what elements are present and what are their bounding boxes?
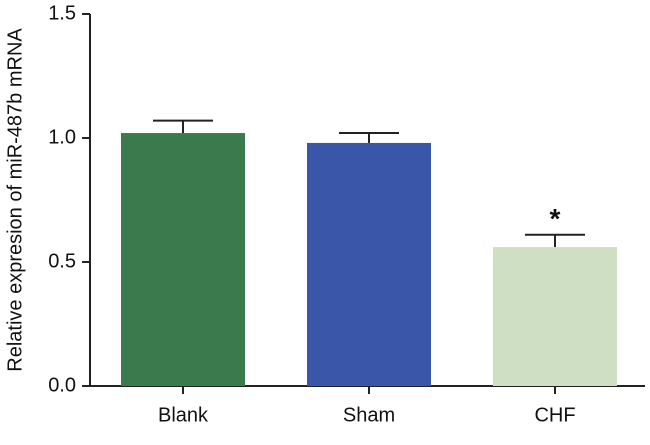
y-tick-label: 1.0 [48,126,76,148]
x-tick-label: Blank [158,404,209,426]
bar [493,247,617,386]
x-tick-label: Sham [343,404,395,426]
bar [121,133,245,386]
x-tick-label: CHF [534,404,575,426]
y-tick-label: 0.0 [48,374,76,396]
y-tick-label: 1.5 [48,2,76,24]
y-tick-label: 0.5 [48,250,76,272]
significance-marker: * [550,203,561,234]
bar [307,142,431,386]
y-axis-label: Relative expresion of miR-487b mRNA [4,28,26,372]
